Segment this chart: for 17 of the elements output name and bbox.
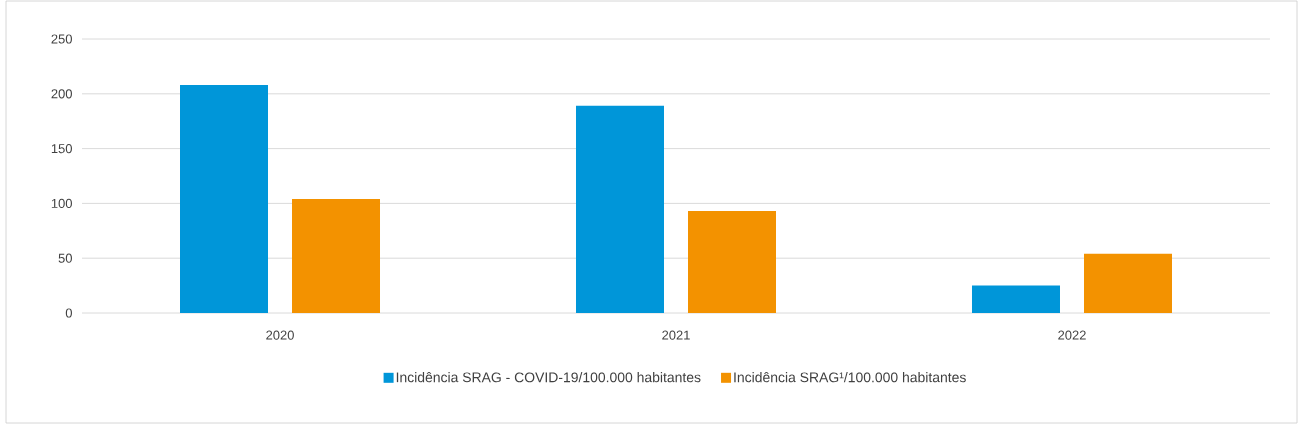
legend-label: Incidência SRAG¹/100.000 habitantes: [734, 371, 966, 383]
bar: [971, 285, 1060, 313]
y-tick-label: 250: [51, 34, 72, 44]
y-tick-label: 200: [51, 89, 72, 99]
y-tick-label: 50: [58, 253, 72, 263]
legend-label: Incidência SRAG - COVID-19/100.000 habitantes: [396, 371, 701, 383]
x-tick-label: 2022: [1058, 330, 1086, 340]
bar: [1084, 253, 1172, 313]
x-tick-label: 2021: [662, 330, 690, 340]
y-tick-label: 150: [51, 144, 72, 154]
bar: [180, 85, 268, 313]
x-tick-label: 2020: [266, 330, 294, 340]
y-tick-label: 100: [51, 198, 72, 208]
y-tick-label: 0: [65, 308, 72, 318]
bar: [576, 105, 664, 313]
bar: [688, 211, 776, 313]
bar: [292, 199, 381, 313]
